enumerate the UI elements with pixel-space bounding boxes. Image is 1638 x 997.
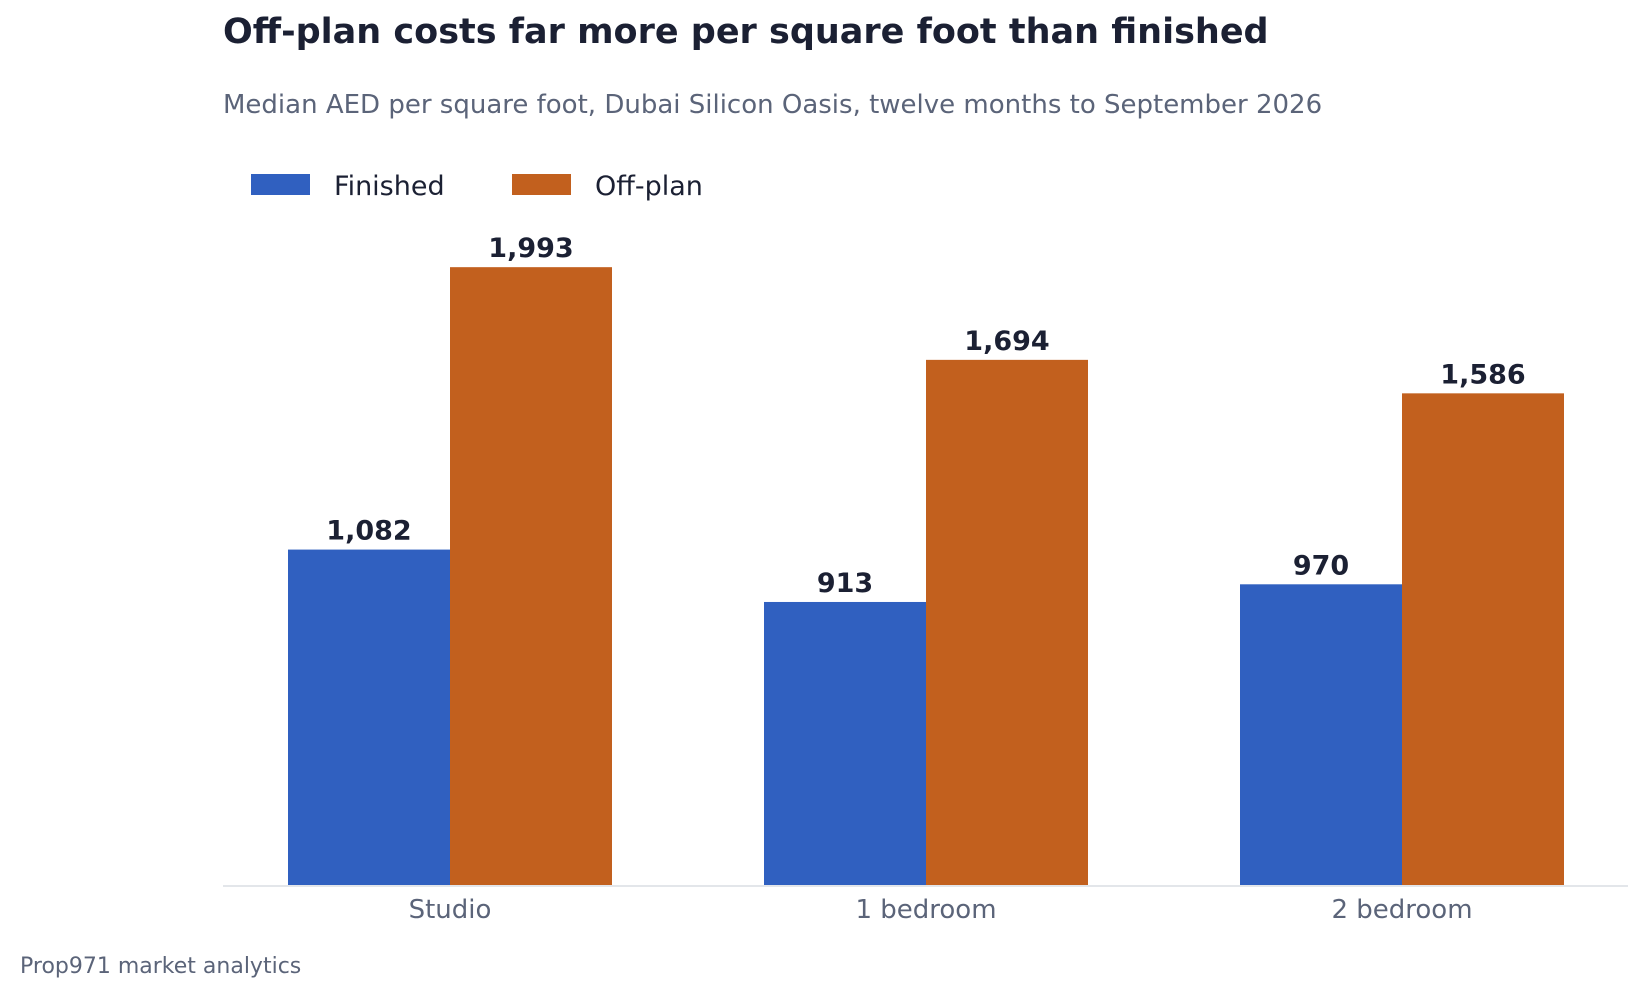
value-label-finished-1: 913 (817, 568, 873, 599)
value-label-finished-2: 970 (1293, 550, 1349, 581)
x-tick-label-0: Studio (409, 895, 492, 925)
legend-label-finished: Finished (334, 171, 445, 202)
source-note: Prop971 market analytics (20, 954, 302, 979)
legend-swatch-off-plan (512, 174, 571, 195)
value-label-off-plan-0: 1,993 (488, 233, 573, 264)
bar-finished-1 (764, 601, 926, 885)
value-label-off-plan-1: 1,694 (964, 326, 1049, 357)
x-tick-label-1: 1 bedroom (855, 895, 996, 925)
legend-swatch-finished (251, 174, 310, 195)
legend-label-off-plan: Off-plan (595, 171, 703, 202)
chart-title: Off-plan costs far more per square foot … (223, 12, 1269, 52)
bar-off-plan-0 (450, 267, 612, 885)
value-label-finished-0: 1,082 (326, 516, 411, 547)
bar-finished-0 (288, 549, 450, 885)
bar-finished-2 (1240, 584, 1402, 885)
x-tick-label-2: 2 bedroom (1331, 895, 1472, 925)
bar-off-plan-2 (1402, 393, 1564, 885)
value-label-off-plan-2: 1,586 (1440, 359, 1525, 390)
chart-subtitle: Median AED per square foot, Dubai Silico… (223, 90, 1323, 120)
bar-off-plan-1 (926, 359, 1088, 885)
